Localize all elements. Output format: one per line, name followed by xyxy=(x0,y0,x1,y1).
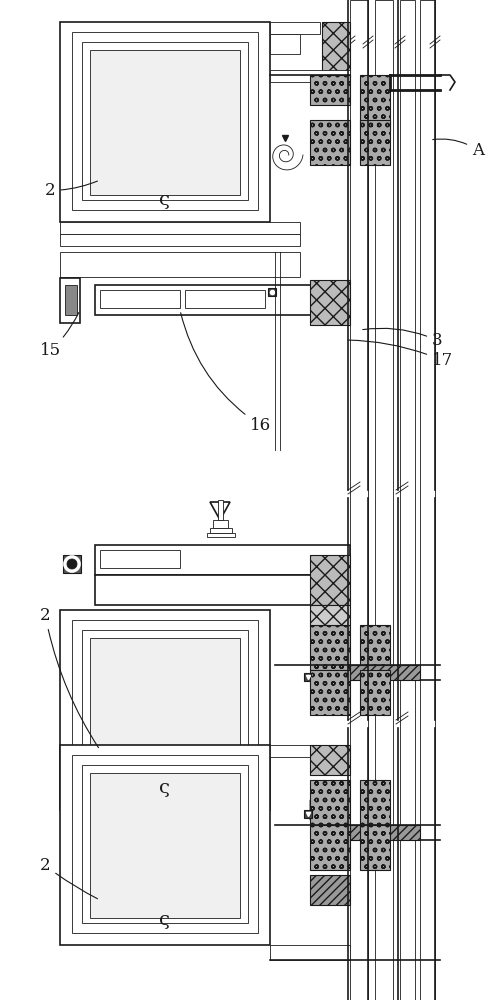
Bar xyxy=(60,252,300,277)
Bar xyxy=(270,945,349,960)
Bar xyxy=(359,670,389,715)
Bar xyxy=(310,120,349,165)
Bar xyxy=(270,34,300,54)
Bar xyxy=(310,825,349,870)
Bar xyxy=(310,625,349,670)
Bar xyxy=(270,70,349,82)
Bar xyxy=(321,22,349,77)
Bar xyxy=(310,75,349,105)
Bar xyxy=(310,780,349,825)
Bar xyxy=(63,555,81,573)
Bar xyxy=(359,825,389,870)
Bar xyxy=(374,0,392,1000)
Bar xyxy=(270,745,319,757)
Text: 3: 3 xyxy=(362,328,442,349)
Bar xyxy=(60,22,270,222)
Text: A: A xyxy=(432,139,483,159)
Bar xyxy=(90,773,239,918)
Bar xyxy=(209,528,231,533)
Bar xyxy=(217,500,222,520)
Bar xyxy=(185,290,265,308)
Bar xyxy=(270,22,319,34)
Bar xyxy=(90,638,239,783)
Bar xyxy=(310,670,349,715)
Text: 2: 2 xyxy=(45,181,97,199)
Bar xyxy=(310,875,349,905)
Text: 17: 17 xyxy=(347,340,452,369)
Bar xyxy=(349,0,367,1000)
Bar xyxy=(310,745,349,775)
Text: ς: ς xyxy=(159,191,170,209)
Bar xyxy=(304,810,312,818)
Bar xyxy=(60,278,80,323)
Text: 15: 15 xyxy=(40,313,79,359)
Bar xyxy=(349,825,419,840)
Bar xyxy=(304,673,312,681)
Text: 2: 2 xyxy=(40,857,97,899)
Bar xyxy=(60,610,270,810)
Bar xyxy=(268,288,276,296)
Bar xyxy=(65,285,77,315)
Bar xyxy=(60,745,270,945)
Polygon shape xyxy=(209,502,229,520)
Bar xyxy=(72,32,258,210)
Bar xyxy=(82,630,247,788)
Bar xyxy=(95,545,349,575)
Bar xyxy=(359,120,389,165)
Bar xyxy=(419,0,434,1000)
Bar xyxy=(100,550,180,568)
Circle shape xyxy=(67,559,77,569)
Bar xyxy=(359,75,389,130)
Bar xyxy=(82,765,247,923)
Bar xyxy=(310,555,349,605)
Polygon shape xyxy=(310,800,349,820)
Bar xyxy=(60,234,300,246)
Bar xyxy=(72,620,258,798)
Circle shape xyxy=(64,556,80,572)
Bar xyxy=(82,42,247,200)
Text: ς: ς xyxy=(159,779,170,797)
Bar xyxy=(310,605,349,625)
Bar xyxy=(310,280,349,325)
Bar xyxy=(359,625,389,670)
Bar xyxy=(206,533,234,537)
Bar xyxy=(60,222,300,234)
Bar xyxy=(359,780,389,825)
Bar xyxy=(212,520,227,528)
Text: ς: ς xyxy=(159,911,170,929)
Bar xyxy=(399,0,414,1000)
Bar xyxy=(72,755,258,933)
Text: 2: 2 xyxy=(40,607,98,748)
Bar xyxy=(90,50,239,195)
Bar xyxy=(100,290,180,308)
Text: 16: 16 xyxy=(180,313,271,434)
Bar xyxy=(349,665,419,680)
Bar xyxy=(95,285,314,315)
Bar xyxy=(95,575,349,605)
